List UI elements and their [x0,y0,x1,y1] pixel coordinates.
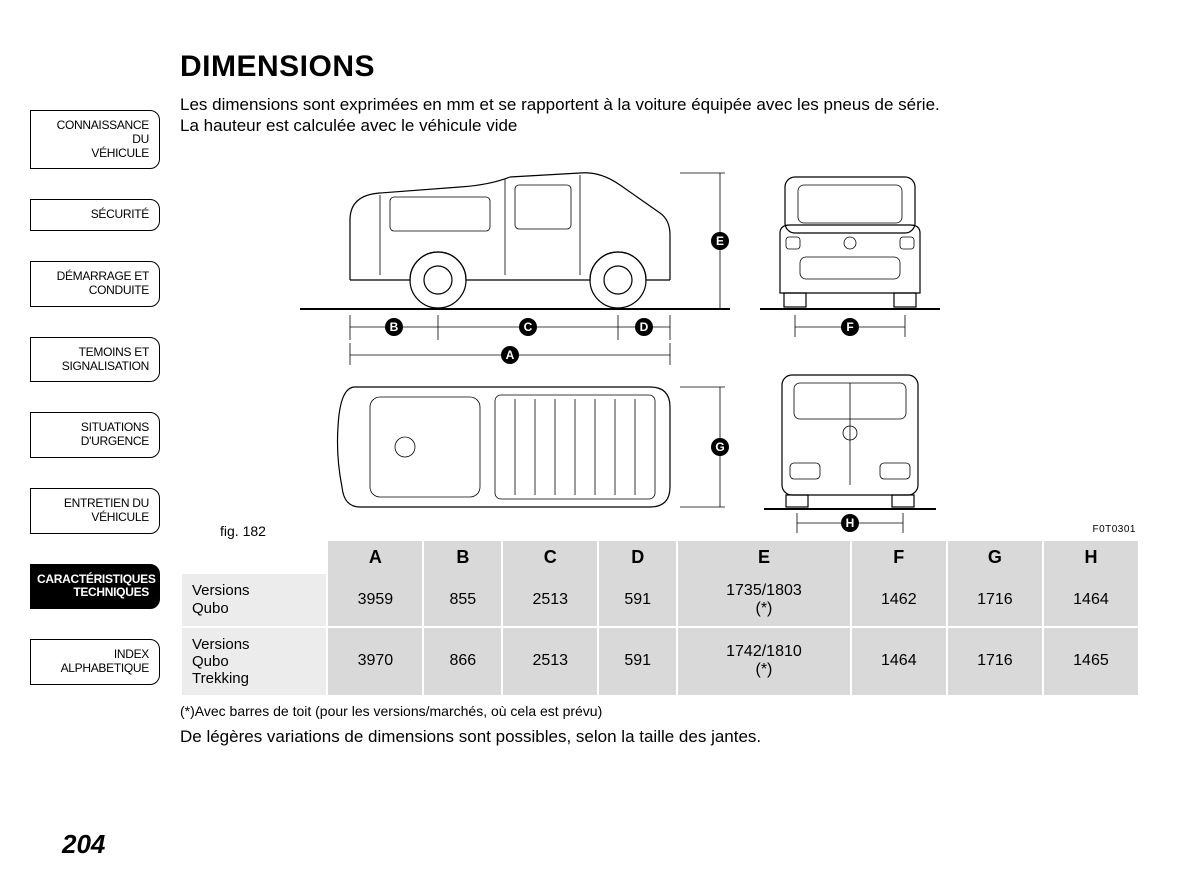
sidebar-tab[interactable]: CARACTÉRISTIQUESTECHNIQUES [30,564,160,610]
sidebar-tab[interactable]: CONNAISSANCE DUVÉHICULE [30,110,160,169]
intro-text: Les dimensions sont exprimées en mm et s… [180,94,1140,137]
table-footnote: (*)Avec barres de toit (pour les version… [180,703,1140,719]
sidebar-tab[interactable]: DÉMARRAGE ETCONDUITE [30,261,160,307]
figure-caption: fig. 182 [220,523,266,539]
table-cell: 1462 [851,574,947,627]
page-title: DIMENSIONS [180,50,1140,84]
table-cell: 2513 [502,627,598,697]
main-content: DIMENSIONS Les dimensions sont exprimées… [180,50,1140,747]
table-cell: 591 [598,574,677,627]
svg-text:F: F [846,320,853,334]
table-cell: 1464 [851,627,947,697]
table-cell: 866 [423,627,502,697]
table-cell: 1464 [1043,574,1139,627]
svg-text:D: D [640,320,649,334]
table-row: VersionsQubo395985525135911735/1803(*)14… [181,574,1139,627]
col-header: D [598,541,677,574]
table-cell: 1742/1810(*) [677,627,851,697]
sidebar-tab[interactable]: SITUATIONSD'URGENCE [30,412,160,458]
row-label: VersionsQuboTrekking [181,627,327,697]
col-header: E [677,541,851,574]
table-cell: 3959 [327,574,423,627]
sidebar-tab[interactable]: SÉCURITÉ [30,199,160,231]
table-cell: 2513 [502,574,598,627]
figure-code: F0T0301 [1092,524,1136,535]
table-cell: 1716 [947,574,1043,627]
dimensions-table: ABCDEFGH VersionsQubo395985525135911735/… [180,541,1140,698]
closing-note: De légères variations de dimensions sont… [180,727,1140,747]
sidebar-tab[interactable]: INDEXALPHABETIQUE [30,639,160,685]
table-cell: 855 [423,574,502,627]
svg-text:C: C [524,320,533,334]
col-header: A [327,541,423,574]
table-cell: 1735/1803(*) [677,574,851,627]
col-header: H [1043,541,1139,574]
table-row: VersionsQuboTrekking397086625135911742/1… [181,627,1139,697]
sidebar-tab[interactable]: ENTRETIEN DUVÉHICULE [30,488,160,534]
table-cell: 1465 [1043,627,1139,697]
row-label: VersionsQubo [181,574,327,627]
col-header: G [947,541,1043,574]
svg-text:G: G [715,440,724,454]
table-cell: 591 [598,627,677,697]
svg-text:H: H [846,516,855,530]
svg-text:A: A [506,348,515,362]
table-cell: 1716 [947,627,1043,697]
col-header: F [851,541,947,574]
page-number: 204 [62,829,105,860]
sidebar-tab[interactable]: TEMOINS ETSIGNALISATION [30,337,160,383]
table-cell: 3970 [327,627,423,697]
col-header-blank [181,541,327,574]
col-header: C [502,541,598,574]
svg-text:E: E [716,234,724,248]
svg-text:B: B [390,320,399,334]
dimension-figure: B C D A [180,155,1140,535]
col-header: B [423,541,502,574]
sidebar-tabs: CONNAISSANCE DUVÉHICULE SÉCURITÉ DÉMARRAGE… [30,110,160,715]
